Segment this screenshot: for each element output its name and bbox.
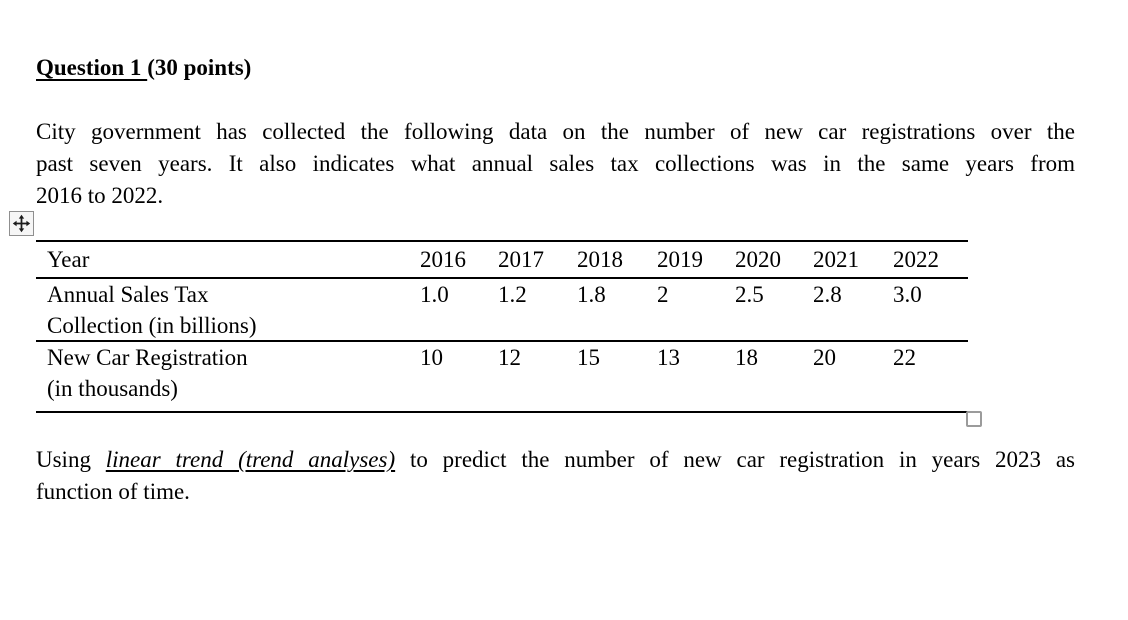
car-registration-label-line-2: (in thousands)	[47, 376, 178, 401]
table-move-handle[interactable]	[9, 211, 34, 236]
car-registration-value: 10	[420, 345, 443, 370]
sales-tax-value: 2.5	[735, 282, 764, 307]
car-registration-value: 22	[893, 345, 916, 370]
task-prefix: Using	[36, 447, 91, 472]
year-cell: 2021	[813, 247, 859, 272]
question-heading: Question 1 (30 points)	[36, 52, 251, 84]
sales-tax-value: 2	[657, 282, 669, 307]
intro-line-1: City government has collected the follow…	[36, 119, 1075, 144]
car-registration-value: 20	[813, 345, 836, 370]
year-cell: 2022	[893, 247, 939, 272]
year-header-label: Year	[47, 247, 90, 272]
move-icon	[12, 214, 31, 233]
data-table: Year 2016 2017 2018 2019 2020 2021 2022 …	[36, 240, 968, 413]
year-cell: 2018	[577, 247, 623, 272]
sales-tax-label-line-1: Annual Sales Tax	[47, 282, 209, 307]
year-cell: 2017	[498, 247, 544, 272]
task-paragraph: Using linear trend (trend analyses) to p…	[36, 444, 1075, 508]
car-registration-row-label: New Car Registration (in thousands)	[36, 342, 420, 404]
car-registration-value: 13	[657, 345, 680, 370]
table-resize-handle[interactable]	[966, 411, 982, 427]
sales-tax-value: 3.0	[893, 282, 922, 307]
car-registration-value: 18	[735, 345, 758, 370]
car-registration-value: 15	[577, 345, 600, 370]
task-suffix: to predict the number of new car registr…	[409, 447, 1076, 472]
question-title: Question 1	[36, 55, 148, 80]
sales-tax-label-line-2: Collection (in billions)	[47, 313, 257, 338]
sales-tax-value: 1.2	[498, 282, 527, 307]
year-cell: 2016	[420, 247, 466, 272]
question-points: (30 points)	[147, 55, 252, 80]
year-cell: 2019	[657, 247, 703, 272]
task-emphasis: linear trend (trend analyses)	[105, 447, 396, 472]
sales-tax-value: 1.8	[577, 282, 606, 307]
sales-tax-row: Annual Sales Tax Collection (in billions…	[36, 279, 968, 342]
table-header-row: Year 2016 2017 2018 2019 2020 2021 2022	[36, 240, 968, 279]
intro-line-2: past seven years. It also indicates what…	[36, 151, 1075, 176]
sales-tax-value: 2.8	[813, 282, 842, 307]
year-cell: 2020	[735, 247, 781, 272]
sales-tax-value: 1.0	[420, 282, 449, 307]
car-registration-row: New Car Registration (in thousands) 10 1…	[36, 342, 968, 413]
task-line-2: function of time.	[36, 479, 190, 504]
task-line-1: Using linear trend (trend analyses) to p…	[36, 444, 1075, 476]
sales-tax-row-label: Annual Sales Tax Collection (in billions…	[36, 279, 420, 341]
intro-paragraph: City government has collected the follow…	[36, 116, 1075, 212]
intro-line-3: 2016 to 2022.	[36, 183, 164, 208]
car-registration-label-line-1: New Car Registration	[47, 345, 248, 370]
car-registration-value: 12	[498, 345, 521, 370]
